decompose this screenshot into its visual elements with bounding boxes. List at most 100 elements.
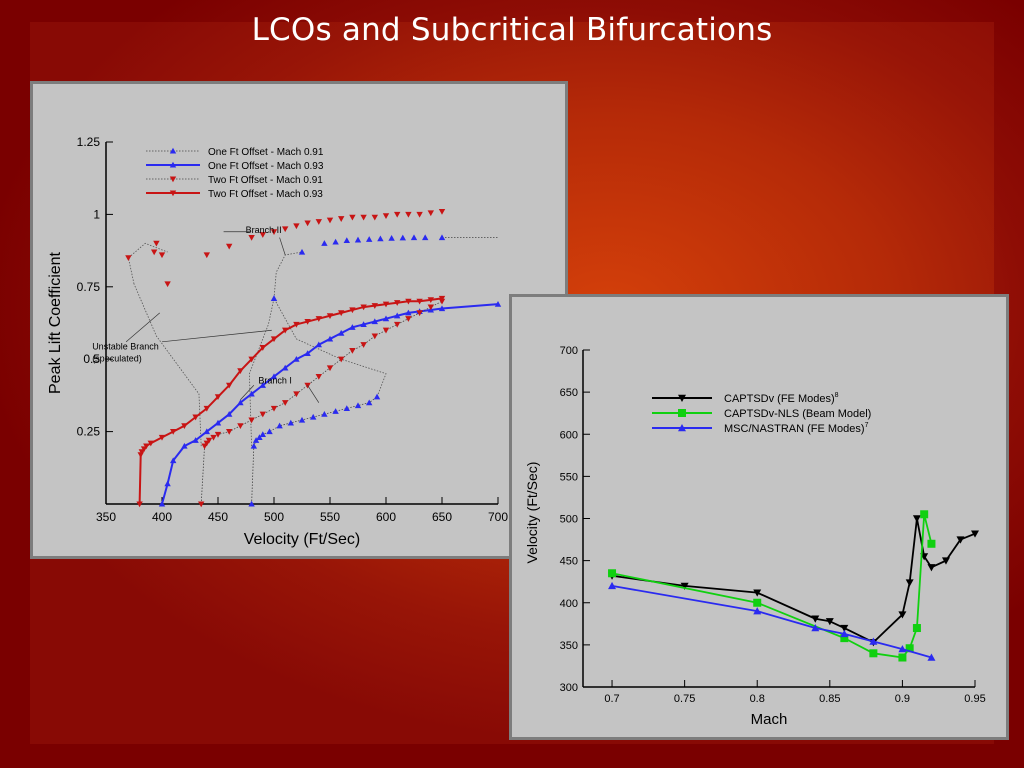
data-point xyxy=(377,235,384,242)
data-point xyxy=(214,419,222,426)
data-point xyxy=(259,411,266,418)
data-point xyxy=(382,213,390,220)
data-point xyxy=(287,419,294,426)
data-point xyxy=(248,356,255,363)
data-point xyxy=(293,223,300,230)
annotation-branch-ii: Branch II xyxy=(246,225,282,235)
data-point xyxy=(237,368,244,374)
legend-label: CAPTSDv (FE Modes)8 xyxy=(724,392,839,405)
data-point xyxy=(394,300,401,306)
annotation-speculated: (speculated) xyxy=(92,353,142,363)
data-point xyxy=(438,298,446,305)
data-point xyxy=(360,304,367,311)
data-point xyxy=(270,373,278,380)
legend-marker xyxy=(678,424,686,432)
data-point xyxy=(373,393,381,400)
unstable-branch-curve xyxy=(248,298,275,447)
data-point xyxy=(394,321,401,328)
data-point xyxy=(927,564,936,572)
data-point xyxy=(360,214,367,221)
data-point xyxy=(354,236,362,243)
data-point xyxy=(971,530,979,538)
x-tick-label: 500 xyxy=(264,510,284,524)
data-point xyxy=(282,226,289,233)
data-point xyxy=(338,329,345,336)
data-point xyxy=(203,405,210,412)
data-point xyxy=(680,582,689,590)
series-line xyxy=(611,585,932,659)
data-point xyxy=(226,382,233,389)
data-point xyxy=(360,342,367,348)
data-point xyxy=(226,243,233,250)
data-point xyxy=(608,569,617,578)
data-point xyxy=(125,255,132,262)
data-point xyxy=(252,437,260,443)
data-point xyxy=(753,589,762,597)
x-tick-label: 0.7 xyxy=(604,693,619,705)
data-point xyxy=(394,312,401,319)
legend-label: CAPTSDv-NLS (Beam Model) xyxy=(724,408,871,420)
x-axis-label: Mach xyxy=(751,711,788,728)
data-point xyxy=(349,324,356,330)
data-point xyxy=(405,298,412,305)
data-point xyxy=(298,416,306,423)
data-point xyxy=(293,356,300,362)
data-point xyxy=(137,452,144,458)
velocity-mach-chart-panel: 0.7 0.75 0.8 0.85 0.9 0.95 300 350 400 450 500 550 6… xyxy=(509,294,1009,740)
data-point xyxy=(256,434,263,440)
data-point xyxy=(869,637,878,645)
data-point xyxy=(150,249,158,256)
data-point xyxy=(226,411,233,417)
data-point xyxy=(410,234,418,241)
upper-branch-series-0 xyxy=(270,234,446,301)
x-tick-label: 600 xyxy=(376,510,396,524)
data-point xyxy=(840,629,849,638)
data-point xyxy=(941,557,950,565)
data-point xyxy=(321,240,328,246)
unstable-branch-curve xyxy=(133,283,202,447)
y-tick-label: 500 xyxy=(560,514,578,526)
data-point xyxy=(905,579,914,587)
series-line xyxy=(161,303,499,505)
data-point xyxy=(326,365,334,372)
data-point xyxy=(354,402,362,409)
data-point xyxy=(248,235,255,241)
data-point xyxy=(143,443,150,450)
data-point xyxy=(956,536,965,544)
data-point xyxy=(349,214,356,221)
data-point xyxy=(270,336,278,343)
data-point xyxy=(304,318,311,325)
data-point xyxy=(315,374,322,380)
legend-label: Two Ft Offset - Mach 0.91 xyxy=(208,175,323,186)
data-point xyxy=(927,653,936,661)
data-point xyxy=(371,318,378,325)
data-point xyxy=(282,327,289,334)
data-point xyxy=(399,234,406,241)
data-point xyxy=(360,321,367,328)
data-point xyxy=(898,653,907,662)
data-point xyxy=(438,305,446,312)
annotation-unstable-branch: Unstable Branch xyxy=(92,342,159,352)
data-point xyxy=(371,214,378,221)
data-point xyxy=(416,298,423,305)
data-point xyxy=(382,301,390,308)
data-point xyxy=(438,234,446,241)
x-tick-label: 700 xyxy=(488,510,508,524)
legend-marker xyxy=(169,161,177,168)
y-tick-label: 300 xyxy=(560,682,578,694)
data-point xyxy=(226,429,233,435)
series-captsdv-nls-beam-model- xyxy=(608,510,936,662)
data-point xyxy=(259,382,266,388)
data-point xyxy=(349,347,356,354)
data-point xyxy=(349,307,356,314)
data-point xyxy=(270,295,278,301)
data-point xyxy=(170,457,177,464)
data-point xyxy=(371,303,378,309)
series-captsdv-fe-modes- xyxy=(608,515,979,647)
y-tick-label: 600 xyxy=(560,429,578,441)
y-tick-label: 650 xyxy=(560,387,578,399)
x-axis-label: Velocity (Ft/Sec) xyxy=(244,531,360,548)
data-point xyxy=(326,335,334,342)
data-point xyxy=(825,618,834,626)
data-point xyxy=(192,414,199,421)
